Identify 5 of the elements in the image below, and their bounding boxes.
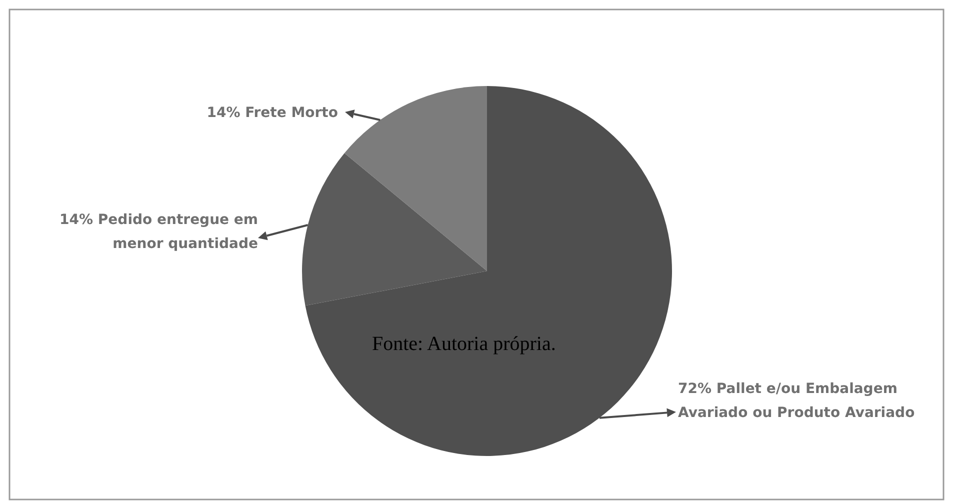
pie-slice — [344, 86, 487, 271]
slice-label: 72% Pallet e/ou Embalagem Avariado ou Produto Avariado — [678, 381, 916, 421]
source-note: Fonte: Autoria própria. — [372, 333, 556, 355]
slice-label: 14% Pedido entregue em menor quantidade — [60, 212, 258, 252]
slice-label: 14% Frete Morto — [206, 105, 338, 121]
